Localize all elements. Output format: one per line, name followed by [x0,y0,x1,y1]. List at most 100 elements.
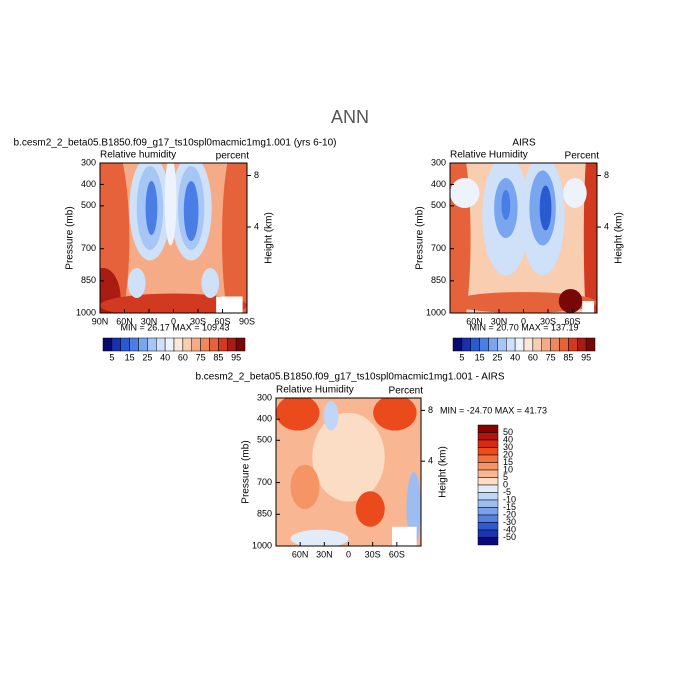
right-label: Percent [389,386,424,397]
left-label: Relative Humidity [276,385,354,396]
stats: MIN = 26.17 MAX = 109.43 [120,322,229,332]
colorbar-label: 75 [546,352,556,362]
contour-fill [373,398,417,431]
colorbar-label: 30 [503,442,513,452]
colorbar-label: -20 [503,509,516,519]
y-axis-label: Pressure (mb) [415,206,426,269]
contour-field [100,163,247,313]
colorbar-box [209,337,219,352]
contour-fill [127,268,146,298]
colorbar-box [173,337,184,352]
colorbar-label: -40 [503,524,516,534]
contour-fill [558,289,583,313]
colorbar-label: 60 [528,352,538,362]
colorbar-label: -5 [503,487,511,497]
colorbar-label: 50 [503,427,513,437]
y-tick-label: 700 [431,243,446,253]
y-tick-label: 400 [257,414,272,424]
y2-axis-label: Height (km) [614,212,625,264]
x-tick-label: 60N [116,316,133,326]
colorbar-label: 5 [109,352,114,362]
colorbar-label: 60 [178,352,188,362]
y2-axis-label: Height (km) [438,446,449,498]
y-tick-label: 850 [431,275,446,285]
right-label: percent [216,151,250,162]
contour-fill [355,491,385,527]
colorbar-box [477,514,499,523]
colorbar-box [577,337,587,352]
colorbar-box [147,337,157,352]
colorbar-box [138,337,148,352]
colorbar-box [523,337,534,352]
colorbar-box [477,492,499,501]
colorbar-box [156,337,166,352]
x-tick-label: 0 [521,316,526,326]
colorbar-box [477,432,499,441]
y-tick-label: 400 [81,179,96,189]
colorbar-box [102,337,113,352]
panel-title: AIRS [512,138,536,149]
colorbar-box [477,462,499,471]
colorbar-label: 15 [475,352,485,362]
colorbar-box [497,337,507,352]
colorbar-box [235,337,246,352]
contour-fill [290,529,349,546]
x-tick-label: 30S [190,316,206,326]
colorbar-label: -10 [503,494,516,504]
colorbar-box [164,337,175,352]
figure-title: ANN [331,107,369,127]
contour-fill [164,163,177,246]
y-tick-label: 850 [257,509,272,519]
x-tick-label: 90N [92,316,109,326]
colorbar-box [477,477,499,486]
colorbar-box [477,499,499,508]
y-tick-label: 300 [81,157,96,167]
colorbar-label: 15 [125,352,135,362]
colorbar-box [470,337,480,352]
contour-fill [539,185,552,231]
colorbar-box [477,522,499,531]
contour-fill [450,178,480,208]
colorbar-label: 95 [231,352,241,362]
colorbar-box [541,337,551,352]
colorbar-box [182,337,192,352]
colorbar-box [200,337,210,352]
colorbar-label: 25 [142,352,152,362]
colorbar-box [532,337,542,352]
x-tick-label: 30N [316,549,333,559]
y-tick-label: 500 [257,435,272,445]
colorbar-label: -15 [503,502,516,512]
contour-fill [183,181,199,241]
x-tick-label: 0 [346,549,351,559]
y2-tick-label: 8 [254,170,259,180]
y2-tick-label: 4 [254,221,259,231]
colorbar-label: -30 [503,517,516,527]
colorbar-box [477,439,499,448]
contour-fill [312,412,385,502]
y-axis-label: Pressure (mb) [241,440,252,503]
colorbar-label: 85 [563,352,573,362]
x-tick-label: 30S [540,316,556,326]
stats: MIN = -24.70 MAX = 41.73 [440,405,547,415]
colorbar-box [488,337,498,352]
colorbar-label: 85 [213,352,223,362]
contour-fill [323,400,339,431]
y2-axis-label: Height (km) [264,212,275,264]
colorbar-box [477,469,499,478]
colorbar-box [559,337,569,352]
panel-title: b.cesm2_2_beta05.B1850.f09_g17_ts10spl0m… [14,138,337,149]
y2-tick-label: 4 [428,456,433,466]
colorbar-box [218,337,228,352]
colorbar-label: 40 [503,434,513,444]
contour-fill [501,190,511,220]
colorbar-box [477,454,499,463]
colorbar-box [506,337,516,352]
colorbar-label: 5 [503,472,508,482]
colorbar-box [111,337,121,352]
colorbar-box [227,337,237,352]
colorbar-label: 75 [196,352,206,362]
y-tick-label: 1000 [76,307,96,317]
y-tick-label: 500 [81,200,96,210]
colorbar-box [514,337,525,352]
